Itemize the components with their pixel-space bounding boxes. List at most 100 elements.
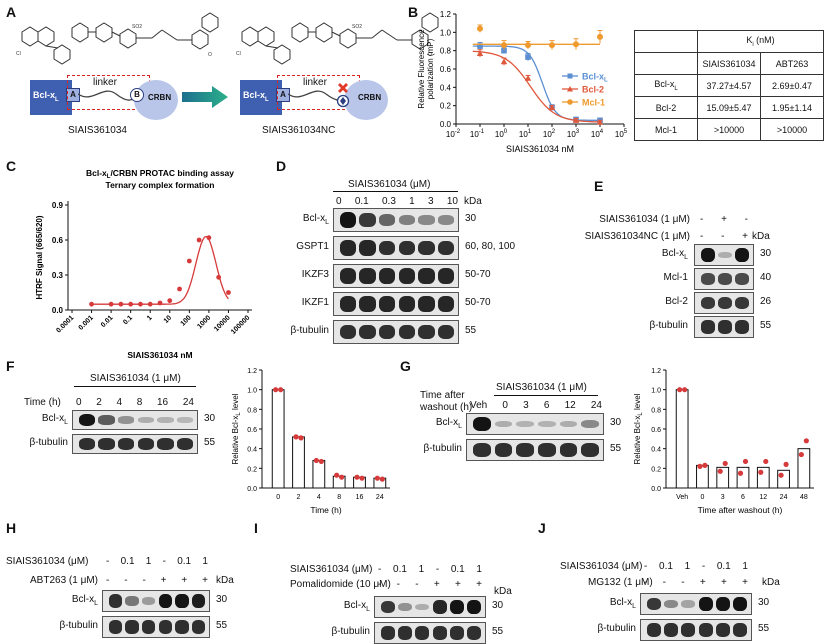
data-point — [374, 475, 380, 481]
blot-row-label: β-tubulin — [29, 437, 68, 448]
data-point — [476, 50, 484, 57]
blot-kda: 30 — [758, 597, 770, 608]
crbn-ligase-nc — [344, 80, 388, 120]
j-signs-2: - - - + + + — [644, 577, 748, 588]
blot-band — [449, 626, 465, 640]
h-sign: 0.1 — [120, 556, 135, 567]
j-signs-1: -0.1 1-0.1 1 — [644, 561, 748, 572]
blot-band — [733, 596, 748, 612]
blot-strip — [333, 292, 459, 316]
data-point — [763, 458, 769, 465]
blot-band — [516, 443, 535, 457]
panel-label-c: C — [6, 158, 17, 174]
panel-label-g: G — [400, 358, 411, 374]
h-sign: 0.1 — [177, 556, 192, 567]
j-sign: + — [721, 577, 727, 588]
y-tick-label: 0.2 — [440, 102, 452, 111]
bar — [332, 475, 346, 489]
blot-band — [379, 296, 396, 312]
fp-binding-chart: 0.0 0.2 0.4 0.6 0.8 1.0 1.2 10-2 10-1 100 101 102 10… — [417, 10, 628, 154]
i-sign: - — [435, 564, 440, 575]
h-kda-header: kDa — [216, 575, 234, 586]
blot-strip — [333, 236, 459, 260]
panel-label-h: H — [6, 520, 17, 536]
data-point — [379, 476, 385, 482]
svg-text:SO2: SO2 — [132, 24, 142, 30]
blot-row-label: β-tubulin — [290, 325, 329, 336]
compound-name-left: SIAIS361034 — [68, 125, 127, 136]
data-point — [596, 118, 604, 125]
panel-label-f: F — [6, 358, 15, 374]
legend-marker — [567, 86, 573, 92]
blot-band — [494, 420, 513, 428]
blot-band — [137, 416, 154, 424]
ki-row-label: Bcl-2 — [634, 96, 698, 119]
data-point — [722, 460, 728, 467]
f-time: 24 — [182, 397, 194, 408]
blot-band — [141, 597, 156, 605]
blot-strip — [333, 208, 459, 232]
g-time: 3 — [523, 400, 529, 411]
x-tick-label: 0.001 — [78, 314, 95, 331]
blot-band — [516, 420, 535, 428]
x-tick-label: 103 — [567, 129, 580, 139]
i-sign: + — [455, 579, 461, 590]
g-time: 0 — [502, 400, 508, 411]
data-point — [128, 301, 134, 307]
blot-row-label: Mcl-1 — [663, 272, 688, 283]
d-dose: 10 — [446, 196, 458, 207]
x-tick-label: 100 — [495, 129, 508, 139]
h-sign: + — [160, 575, 167, 586]
x-tick-label: Veh — [676, 494, 688, 501]
blot-row-label: Bcl-xL — [71, 594, 98, 607]
blot-row-label: IKZF3 — [301, 269, 329, 280]
d-treatment: SIAIS361034 (μM) — [348, 179, 431, 190]
y-tick-label: 0.0 — [651, 486, 661, 493]
e-cond2: SIAIS361034NC (1 μM) — [584, 231, 690, 242]
blot-band — [379, 268, 396, 284]
i-sign: + — [433, 579, 440, 590]
i-sign: 0.1 — [393, 564, 407, 575]
i-kda-header: kDa — [494, 586, 512, 597]
g-time: 12 — [564, 400, 576, 411]
svg-text:O: O — [428, 52, 432, 58]
blot-band — [681, 623, 696, 637]
y-tick-label: 0.2 — [651, 466, 661, 473]
blot-band — [698, 596, 713, 612]
j-cond1: SIAIS361034 (μM) — [560, 561, 643, 572]
target-protein-block — [30, 80, 72, 115]
blot-band — [177, 417, 194, 423]
j-sign: - — [701, 561, 706, 572]
data-point — [273, 387, 279, 393]
f-time-label: Time (h) — [24, 397, 61, 408]
y-tick-label: 0.6 — [247, 427, 257, 434]
i-sign: - — [396, 579, 400, 590]
g-time: 6 — [543, 400, 550, 411]
data-point — [783, 461, 789, 467]
data-point — [278, 387, 284, 393]
f-time: 16 — [157, 397, 169, 408]
i-sign: - — [378, 579, 382, 590]
blot-row-label: Bcl-xL — [609, 597, 636, 610]
blot-band — [663, 599, 679, 609]
e-signs-1: - + - — [700, 214, 748, 225]
h-cond2: ABT263 (1 μM) — [30, 575, 99, 586]
y-tick-label: 0.4 — [651, 447, 661, 454]
data-point — [798, 451, 804, 458]
fit-curve — [472, 50, 600, 123]
blot-kda: 30 — [492, 600, 504, 611]
blot-strip — [72, 410, 198, 430]
g-relative-level-chart: 0.0 0.2 0.4 0.6 0.8 1.0 1.2 Veh 0 3 6 12 24 48 Time af… — [633, 368, 814, 515]
data-point — [177, 286, 182, 292]
d-dose: 0 — [336, 196, 342, 207]
ki-table-blank — [634, 52, 698, 75]
blot-band — [472, 443, 491, 457]
j-sign: 1 — [684, 561, 691, 572]
blot-band — [472, 416, 491, 432]
blot-band — [700, 296, 715, 310]
y-tick-label: 1.0 — [440, 28, 452, 37]
blot-kda: 30 — [760, 248, 772, 259]
data-point — [549, 42, 555, 49]
blot-band — [467, 626, 482, 640]
blot-band — [537, 420, 556, 428]
